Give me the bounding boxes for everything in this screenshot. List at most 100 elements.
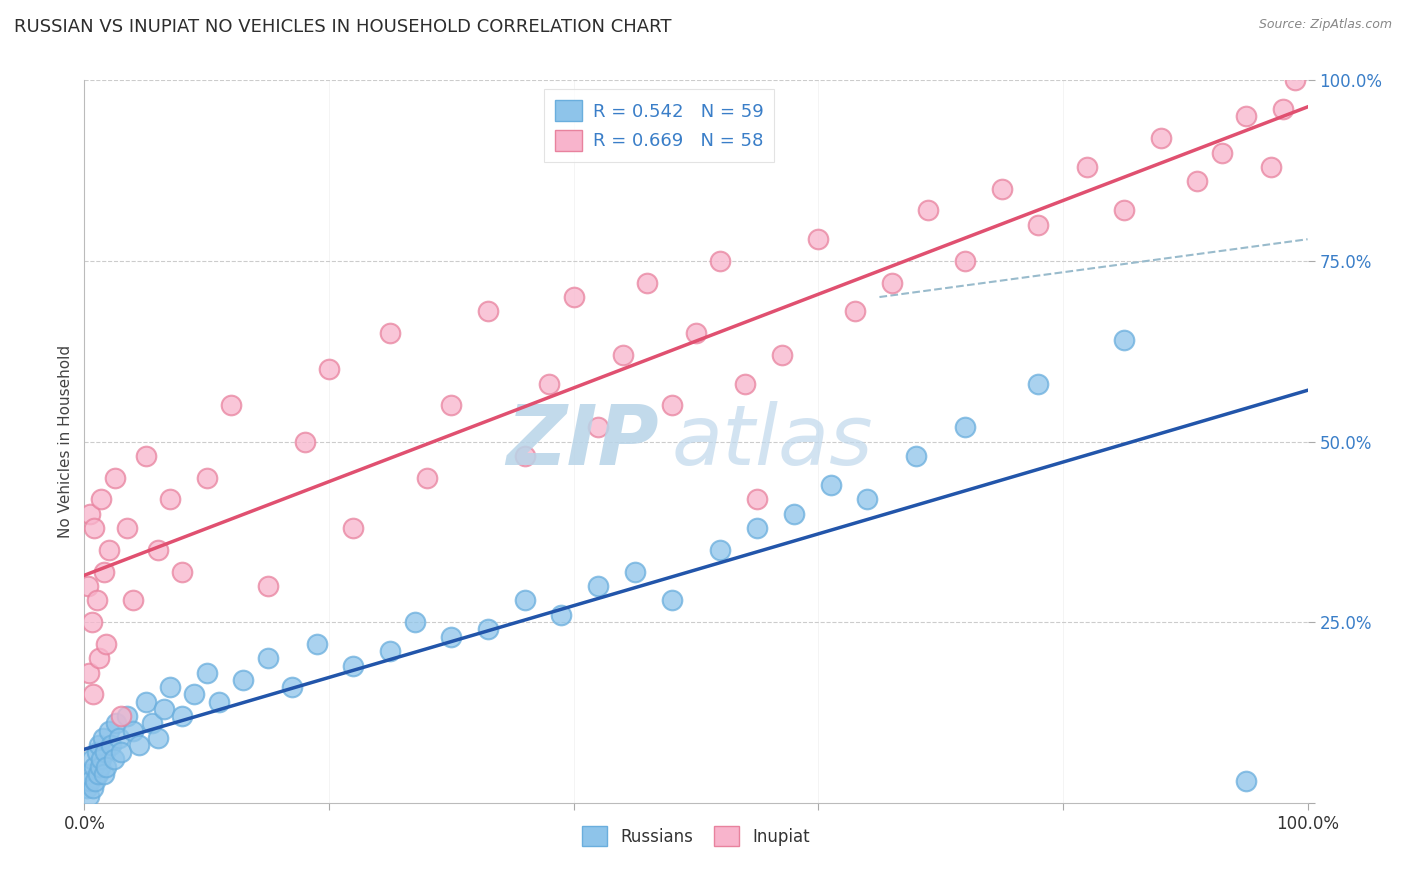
Point — [100, 738, 122, 752]
Point — [513, 593, 536, 607]
Point — [1260, 160, 1282, 174]
Point — [103, 752, 125, 766]
Point — [636, 276, 658, 290]
Point — [135, 449, 157, 463]
Point — [1211, 145, 1233, 160]
Point — [76, 781, 98, 796]
Point — [318, 362, 340, 376]
Point — [87, 738, 110, 752]
Point — [624, 565, 647, 579]
Point — [783, 507, 806, 521]
Point — [87, 651, 110, 665]
Point — [82, 687, 104, 701]
Text: RUSSIAN VS INUPIAT NO VEHICLES IN HOUSEHOLD CORRELATION CHART: RUSSIAN VS INUPIAT NO VEHICLES IN HOUSEH… — [14, 18, 672, 36]
Point — [77, 789, 100, 803]
Point — [195, 665, 218, 680]
Point — [80, 752, 103, 766]
Point — [342, 521, 364, 535]
Point — [257, 579, 280, 593]
Point — [747, 492, 769, 507]
Point — [844, 304, 866, 318]
Point — [709, 542, 731, 557]
Point — [84, 774, 107, 789]
Point — [734, 376, 756, 391]
Point — [135, 695, 157, 709]
Point — [153, 702, 176, 716]
Point — [1236, 774, 1258, 789]
Point — [257, 651, 280, 665]
Point — [685, 326, 707, 341]
Point — [77, 579, 100, 593]
Point — [550, 607, 572, 622]
Point — [91, 731, 114, 745]
Point — [90, 492, 112, 507]
Point — [1187, 174, 1209, 188]
Point — [172, 709, 194, 723]
Point — [1028, 218, 1050, 232]
Point — [440, 630, 463, 644]
Point — [96, 637, 118, 651]
Point — [820, 478, 842, 492]
Point — [294, 434, 316, 449]
Point — [513, 449, 536, 463]
Point — [1236, 109, 1258, 123]
Text: atlas: atlas — [672, 401, 873, 482]
Point — [195, 471, 218, 485]
Point — [90, 752, 112, 766]
Point — [612, 348, 634, 362]
Point — [77, 665, 100, 680]
Point — [404, 615, 426, 630]
Point — [477, 623, 499, 637]
Y-axis label: No Vehicles in Household: No Vehicles in Household — [58, 345, 73, 538]
Point — [856, 492, 879, 507]
Point — [305, 637, 328, 651]
Point — [219, 398, 242, 412]
Point — [991, 182, 1014, 196]
Point — [416, 471, 439, 485]
Point — [83, 760, 105, 774]
Point — [105, 716, 128, 731]
Point — [141, 716, 163, 731]
Point — [232, 673, 254, 687]
Point — [953, 253, 976, 268]
Point — [380, 326, 402, 341]
Text: ZIP: ZIP — [506, 401, 659, 482]
Point — [96, 760, 118, 774]
Point — [128, 738, 150, 752]
Point — [208, 695, 231, 709]
Point — [1150, 131, 1173, 145]
Point — [115, 709, 138, 723]
Point — [159, 680, 181, 694]
Point — [880, 276, 903, 290]
Point — [1114, 203, 1136, 218]
Point — [86, 745, 108, 759]
Point — [94, 745, 117, 759]
Point — [477, 304, 499, 318]
Point — [115, 521, 138, 535]
Point — [159, 492, 181, 507]
Point — [80, 615, 103, 630]
Point — [89, 760, 111, 774]
Point — [183, 687, 205, 701]
Point — [122, 593, 145, 607]
Point — [110, 745, 132, 759]
Point — [770, 348, 793, 362]
Point — [79, 507, 101, 521]
Legend: Russians, Inupiat: Russians, Inupiat — [575, 820, 817, 852]
Point — [146, 731, 169, 745]
Point — [79, 774, 101, 789]
Point — [104, 471, 127, 485]
Point — [586, 579, 609, 593]
Point — [83, 521, 105, 535]
Point — [586, 420, 609, 434]
Point — [709, 253, 731, 268]
Point — [1284, 73, 1306, 87]
Point — [440, 398, 463, 412]
Point — [93, 565, 115, 579]
Point — [1028, 376, 1050, 391]
Point — [953, 420, 976, 434]
Point — [107, 731, 129, 745]
Point — [97, 723, 120, 738]
Point — [281, 680, 304, 694]
Point — [747, 521, 769, 535]
